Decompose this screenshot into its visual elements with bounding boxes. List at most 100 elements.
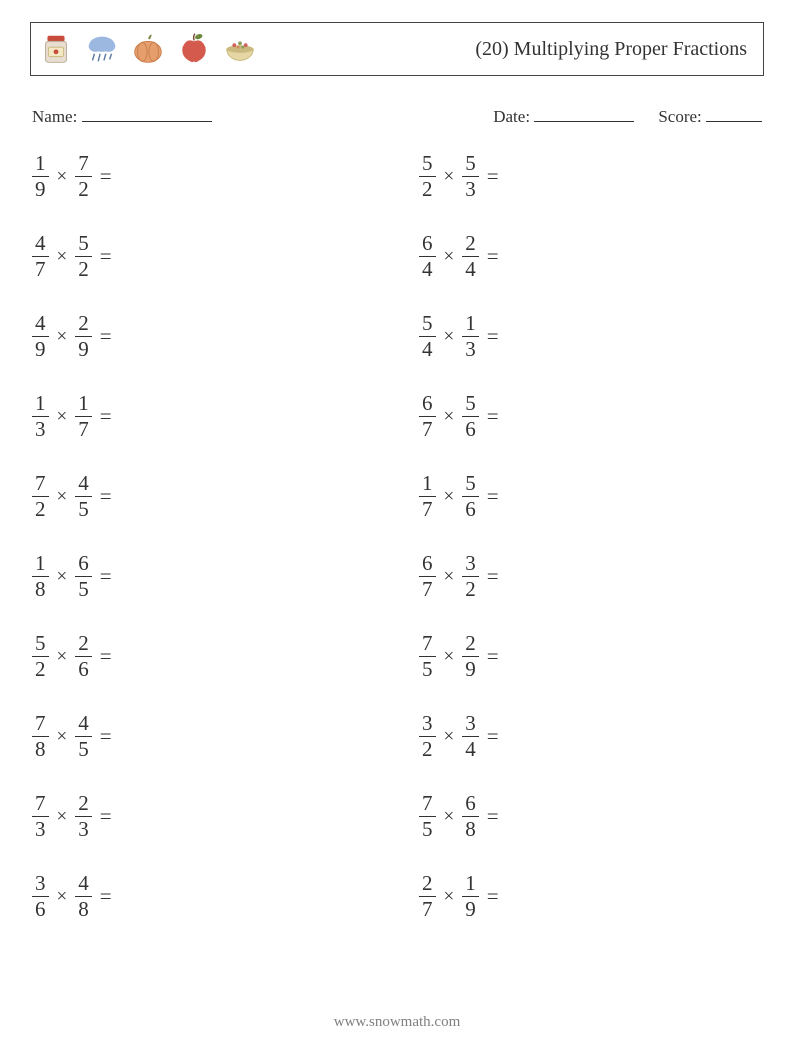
fraction-denominator: 5 (75, 496, 92, 520)
fraction: 36 (32, 873, 49, 920)
fraction-denominator: 7 (32, 256, 49, 280)
fraction-numerator: 3 (462, 713, 479, 736)
equals-sign: = (487, 564, 499, 589)
multiply-operator: × (57, 646, 68, 668)
fraction-numerator: 4 (75, 473, 92, 496)
fraction-denominator: 2 (32, 656, 49, 680)
equals-sign: = (100, 324, 112, 349)
equals-sign: = (487, 164, 499, 189)
fraction-denominator: 5 (75, 736, 92, 760)
fraction-numerator: 4 (75, 873, 92, 896)
problem: 75×68 = (397, 793, 764, 841)
fraction-denominator: 2 (419, 736, 436, 760)
fraction: 19 (32, 153, 49, 200)
equals-sign: = (100, 484, 112, 509)
name-label: Name: (32, 107, 77, 126)
fraction: 67 (419, 393, 436, 440)
fraction-numerator: 5 (419, 313, 436, 336)
fraction: 45 (75, 713, 92, 760)
problem: 27×19 = (397, 873, 764, 921)
problem: 73×23 = (30, 793, 397, 841)
footer-url: www.snowmath.com (0, 1014, 794, 1031)
fraction-numerator: 3 (462, 553, 479, 576)
fraction-numerator: 2 (75, 633, 92, 656)
worksheet-title: (20) Multiplying Proper Fractions (475, 38, 753, 61)
problem: 49×29 = (30, 313, 397, 361)
salad-bowl-icon (221, 30, 259, 68)
problem: 36×48 = (30, 873, 397, 921)
equals-sign: = (100, 644, 112, 669)
fraction-numerator: 4 (32, 233, 49, 256)
fraction-numerator: 2 (462, 633, 479, 656)
name-field: Name: (32, 104, 212, 127)
fraction: 17 (419, 473, 436, 520)
fraction: 19 (462, 873, 479, 920)
fraction-numerator: 4 (32, 313, 49, 336)
fraction-denominator: 9 (462, 896, 479, 920)
fraction-numerator: 5 (32, 633, 49, 656)
apple-icon (175, 30, 213, 68)
equals-sign: = (487, 244, 499, 269)
fraction-denominator: 3 (462, 176, 479, 200)
fraction-denominator: 8 (32, 576, 49, 600)
equals-sign: = (100, 164, 112, 189)
date-blank[interactable] (534, 104, 634, 122)
fraction-denominator: 5 (75, 576, 92, 600)
problem: 78×45 = (30, 713, 397, 761)
fraction-denominator: 3 (75, 816, 92, 840)
multiply-operator: × (57, 406, 68, 428)
fraction-numerator: 3 (419, 713, 436, 736)
equals-sign: = (100, 564, 112, 589)
fraction-numerator: 7 (75, 153, 92, 176)
fraction-denominator: 7 (419, 496, 436, 520)
fraction-numerator: 1 (462, 873, 479, 896)
decorative-icon-row (37, 30, 259, 68)
fraction: 32 (462, 553, 479, 600)
multiply-operator: × (57, 166, 68, 188)
multiply-operator: × (444, 886, 455, 908)
equals-sign: = (487, 884, 499, 909)
fraction: 78 (32, 713, 49, 760)
fraction-numerator: 3 (32, 873, 49, 896)
fraction: 18 (32, 553, 49, 600)
multiply-operator: × (57, 486, 68, 508)
worksheet-page: (20) Multiplying Proper Fractions Name: … (0, 0, 794, 1053)
fraction-numerator: 7 (32, 793, 49, 816)
name-blank[interactable] (82, 104, 212, 122)
fraction-numerator: 1 (32, 153, 49, 176)
fraction-denominator: 2 (75, 176, 92, 200)
fraction-numerator: 6 (75, 553, 92, 576)
problem: 17×56 = (397, 473, 764, 521)
fraction-denominator: 2 (419, 176, 436, 200)
fraction: 52 (32, 633, 49, 680)
fraction: 17 (75, 393, 92, 440)
fraction-numerator: 1 (32, 393, 49, 416)
fraction-denominator: 7 (419, 896, 436, 920)
equals-sign: = (487, 724, 499, 749)
problem: 52×53 = (397, 153, 764, 201)
fraction: 56 (462, 473, 479, 520)
multiply-operator: × (57, 806, 68, 828)
problem: 67×56 = (397, 393, 764, 441)
fraction-denominator: 9 (32, 176, 49, 200)
fraction-denominator: 4 (462, 736, 479, 760)
fraction: 52 (419, 153, 436, 200)
problem: 47×52 = (30, 233, 397, 281)
fraction-numerator: 5 (462, 153, 479, 176)
fraction-denominator: 2 (462, 576, 479, 600)
fraction-denominator: 9 (462, 656, 479, 680)
fraction-numerator: 6 (462, 793, 479, 816)
fraction-numerator: 5 (462, 393, 479, 416)
multiply-operator: × (57, 886, 68, 908)
fraction-denominator: 8 (462, 816, 479, 840)
equals-sign: = (100, 884, 112, 909)
fraction-denominator: 9 (32, 336, 49, 360)
fraction-denominator: 6 (462, 416, 479, 440)
problem: 54×13 = (397, 313, 764, 361)
score-field: Score: (658, 104, 762, 127)
meta-row: Name: Date: Score: (32, 104, 762, 127)
fraction-denominator: 3 (32, 416, 49, 440)
fraction-denominator: 6 (462, 496, 479, 520)
fraction: 45 (75, 473, 92, 520)
score-blank[interactable] (706, 104, 762, 122)
